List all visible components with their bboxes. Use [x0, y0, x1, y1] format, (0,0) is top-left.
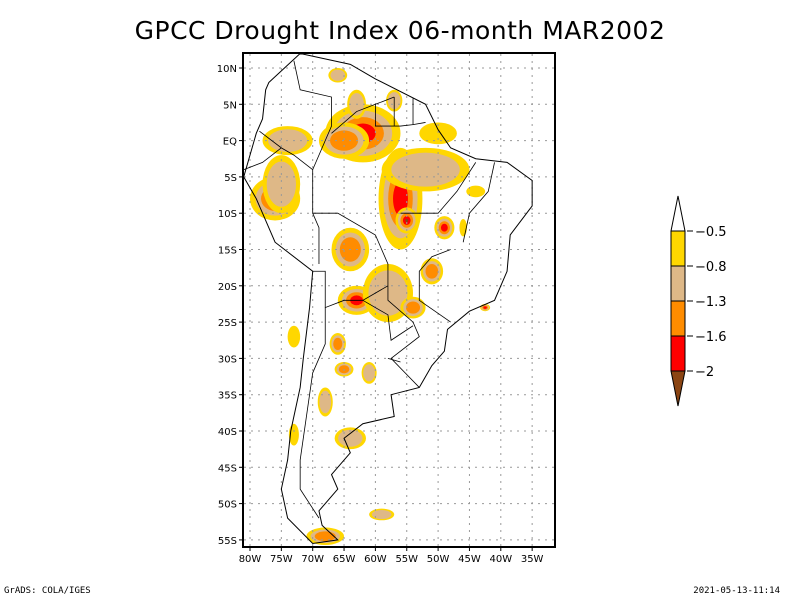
anomaly-cell	[338, 429, 363, 447]
border-line	[293, 60, 332, 170]
anomaly-cell	[287, 325, 301, 348]
anomaly-cell	[371, 509, 392, 520]
border-line	[244, 147, 282, 170]
colorbar-label: −0.5	[695, 225, 727, 240]
anomaly-cell	[330, 130, 359, 151]
y-tick-label: 20S	[218, 282, 237, 293]
x-tick-label: 55W	[395, 554, 418, 565]
border-line	[400, 162, 477, 214]
colorbar-bin	[670, 335, 686, 372]
border-line	[418, 249, 451, 323]
border-line	[331, 96, 395, 134]
y-tick-label: 50S	[218, 500, 237, 511]
y-tick-label: 35S	[218, 391, 237, 402]
anomaly-cell	[419, 122, 457, 145]
colorbar-bottom-arrow	[670, 370, 686, 407]
gridlines	[244, 54, 554, 546]
x-tick-label: 70W	[301, 554, 324, 565]
anomaly-cell	[266, 161, 297, 207]
footer-timestamp: 2021-05-13-11:14	[693, 586, 780, 596]
border-line	[312, 213, 320, 265]
anomaly-cell	[314, 531, 336, 542]
colorbar-label: −1.3	[695, 295, 727, 310]
colorbar-label: −0.8	[695, 260, 727, 275]
border-line	[299, 307, 326, 519]
border-line	[259, 130, 313, 170]
x-tick-label: 45W	[458, 554, 481, 565]
border-line	[462, 162, 495, 243]
anomaly-cell	[425, 263, 439, 279]
border-line	[362, 299, 414, 341]
anomaly-fields	[249, 68, 491, 545]
colorbar-top-arrow	[670, 195, 686, 232]
colorbar-bin	[670, 300, 686, 337]
border-line	[312, 270, 389, 309]
colorbar: −0.5 −0.8 −1.3 −1.6 −2	[670, 195, 727, 407]
y-tick-label: 45S	[218, 463, 237, 474]
x-tick-label: 80W	[239, 554, 262, 565]
anomaly-cell	[440, 223, 448, 232]
y-tick-label: 5N	[223, 100, 237, 111]
y-tick-label: 40S	[218, 427, 237, 438]
x-tick-label: 60W	[364, 554, 387, 565]
footer-credit: GrADS: COLA/IGES	[4, 586, 91, 596]
y-tick-label: 30S	[218, 354, 237, 365]
anomaly-cell	[333, 337, 343, 350]
anomaly-cell	[466, 185, 486, 198]
chart-title: GPCC Drought Index 06-month MAR2002	[134, 16, 666, 45]
y-tick-label: 5S	[224, 173, 237, 184]
colorbar-label: −2	[695, 365, 714, 380]
anomaly-cell	[393, 181, 408, 216]
anomaly-cell	[330, 69, 346, 81]
colorbar-label: −1.6	[695, 330, 727, 345]
y-tick-label: EQ	[223, 137, 237, 148]
anomaly-cell	[459, 219, 467, 237]
border-line	[387, 358, 401, 363]
x-tick-label: 65W	[333, 554, 356, 565]
anomaly-cell	[405, 218, 409, 223]
y-tick-label: 10N	[217, 64, 237, 75]
x-tick-label: 50W	[427, 554, 450, 565]
plot-frame	[242, 52, 556, 548]
anomaly-cell	[391, 152, 460, 187]
anomaly-cell	[319, 390, 332, 414]
y-axis: 10N 5N EQ 5S 10S 15S 20S 25S 30S 35S 40S 45S 50S 55S	[217, 64, 243, 547]
coastline	[244, 54, 533, 545]
x-tick-label: 75W	[270, 554, 293, 565]
x-tick-label: 35W	[521, 554, 544, 565]
colorbar-bin	[670, 230, 686, 267]
border-line	[312, 169, 420, 388]
y-tick-label: 15S	[218, 246, 237, 257]
coastlines	[244, 54, 533, 545]
y-tick-label: 55S	[218, 536, 237, 547]
anomaly-cell	[363, 364, 375, 382]
y-tick-label: 25S	[218, 318, 237, 329]
border-line	[375, 104, 426, 127]
x-tick-label: 40W	[489, 554, 512, 565]
colorbar-bin	[670, 265, 686, 302]
anomaly-cell	[483, 306, 487, 309]
anomaly-cell	[405, 301, 421, 314]
x-axis: 80W 75W 70W 65W 60W 55W 50W 45W 40W 35W	[239, 547, 544, 565]
y-tick-label: 10S	[218, 209, 237, 220]
